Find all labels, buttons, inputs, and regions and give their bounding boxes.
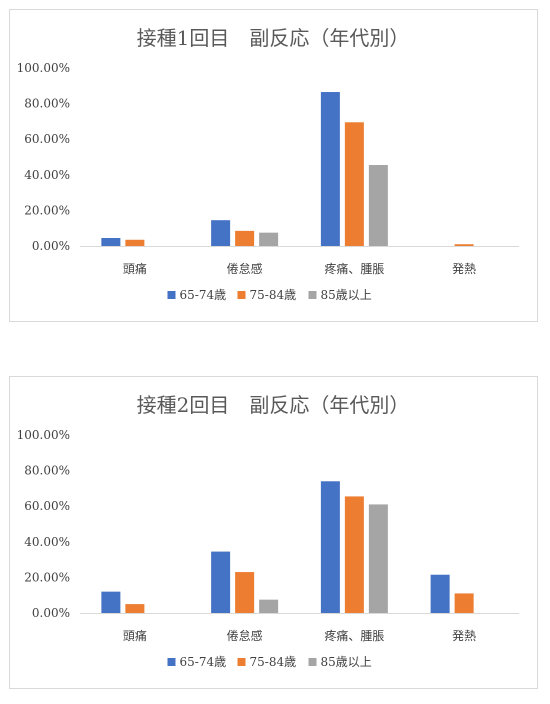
legend-swatch [308, 291, 317, 299]
y-tick-label: 20.00% [24, 570, 70, 584]
y-tick-label: 100.00% [17, 61, 70, 75]
bar [235, 572, 255, 613]
bar [320, 481, 340, 613]
bar [101, 591, 121, 613]
category-label: 発熱 [452, 262, 476, 276]
legend-label: 75-84歳 [250, 655, 297, 669]
bar [125, 604, 145, 613]
legend-swatch [237, 658, 246, 666]
legend-swatch [308, 658, 317, 666]
bar [235, 230, 255, 246]
category-label: 疼痛、腫脹 [324, 261, 384, 276]
y-tick-label: 20.00% [24, 203, 70, 217]
category-label: 発熱 [452, 629, 476, 643]
y-tick-label: 80.00% [24, 97, 70, 111]
y-tick-label: 60.00% [24, 132, 70, 146]
legend-swatch [237, 291, 246, 299]
chart-1-svg: 接種1回目 副反応（年代別） 0.00% 20.00% 40.00% 60.00% 80.… [17, 26, 519, 302]
y-tick-label: 40.00% [24, 535, 70, 549]
bar [430, 574, 450, 613]
bar [259, 232, 279, 246]
bar [368, 504, 388, 613]
y-tick-label: 40.00% [24, 168, 70, 182]
bar [320, 92, 340, 246]
category-label: 疼痛、腫脹 [324, 628, 384, 643]
bar [368, 165, 388, 246]
bar [101, 237, 121, 246]
y-tick-label: 60.00% [24, 499, 70, 513]
legend-label: 75-84歳 [250, 288, 297, 302]
category-label: 倦怠感 [227, 628, 263, 643]
bar [454, 244, 474, 246]
bar [344, 496, 364, 613]
y-tick-label: 100.00% [17, 428, 70, 442]
legend-label: 65-74歳 [180, 288, 227, 302]
legend-label: 65-74歳 [180, 655, 227, 669]
chart-title: 接種2回目 副反応（年代別） [137, 393, 410, 417]
bar [211, 551, 231, 613]
bar [344, 122, 364, 246]
legend-label: 85歳以上 [321, 288, 372, 302]
bar [454, 593, 474, 613]
bar [259, 599, 279, 613]
chart-2-svg: 接種2回目 副反応（年代別） 0.00% 20.00% 40.00% 60.00% 80.… [17, 393, 519, 669]
legend-swatch [167, 658, 176, 666]
chart-title: 接種1回目 副反応（年代別） [137, 26, 410, 50]
bar [125, 239, 145, 246]
chart-1: 接種1回目 副反応（年代別） 0.00% 20.00% 40.00% 60.00% 80.… [9, 9, 538, 322]
chart-2: 接種2回目 副反応（年代別） 0.00% 20.00% 40.00% 60.00% 80.… [9, 376, 538, 689]
legend-swatch [167, 291, 176, 299]
bar [211, 220, 231, 246]
category-label: 頭痛 [123, 628, 147, 643]
category-label: 頭痛 [123, 261, 147, 276]
y-tick-label: 0.00% [32, 606, 70, 620]
category-label: 倦怠感 [227, 261, 263, 276]
legend-label: 85歳以上 [321, 655, 372, 669]
y-tick-label: 0.00% [32, 239, 70, 253]
y-tick-label: 80.00% [24, 464, 70, 478]
